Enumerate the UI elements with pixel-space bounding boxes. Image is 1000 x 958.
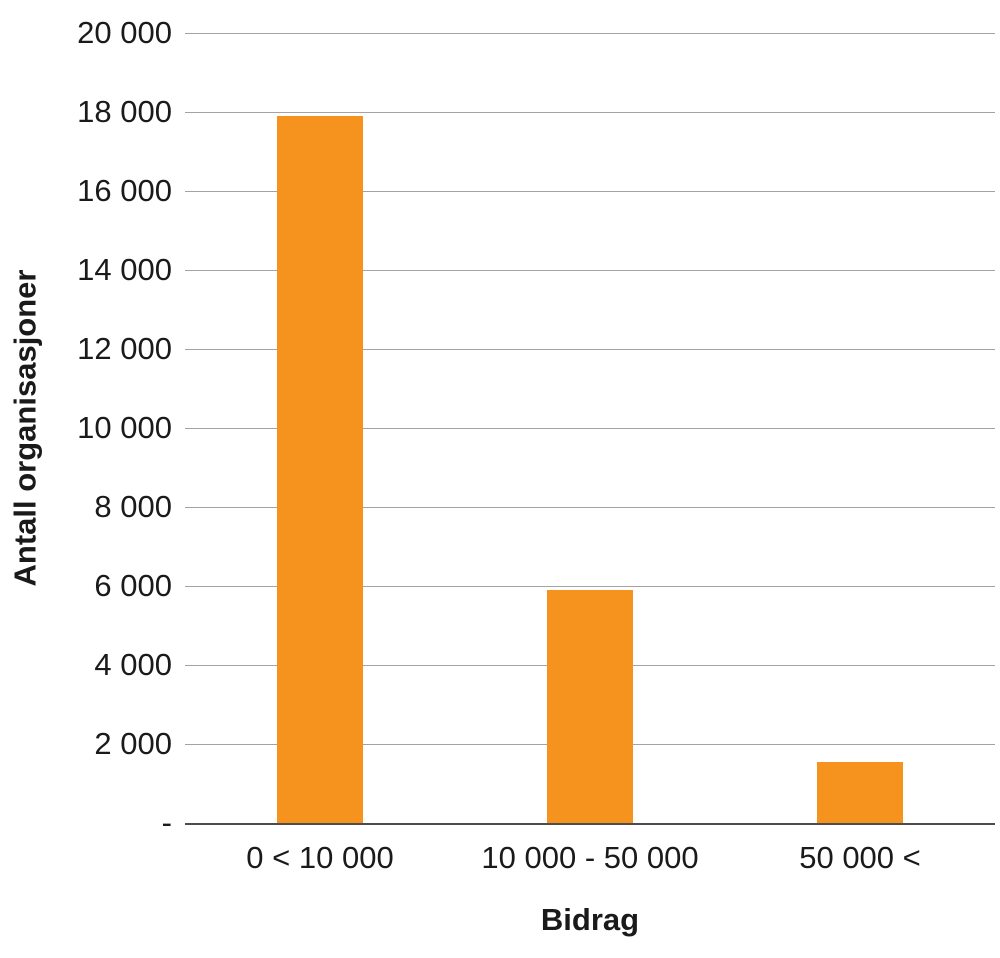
x-axis-tick-labels: 0 < 10 000 10 000 - 50 000 50 000 < [185, 840, 995, 884]
y-tick-label: 18 000 [77, 94, 172, 129]
y-tick-label: - [161, 805, 172, 840]
y-tick-label: 16 000 [77, 173, 172, 208]
x-axis-title: Bidrag [540, 902, 640, 937]
y-tick-label: 14 000 [77, 252, 172, 287]
y-tick-label: 8 000 [94, 489, 172, 524]
bar [547, 589, 633, 823]
x-tick-label: 10 000 - 50 000 [481, 840, 699, 875]
bar [817, 761, 903, 823]
gridline [185, 507, 995, 508]
y-tick-label: 4 000 [94, 647, 172, 682]
gridline [185, 33, 995, 34]
y-tick-label: 12 000 [77, 331, 172, 366]
gridline [185, 428, 995, 429]
y-axis-tick-labels: - 2 000 4 000 6 000 8 000 10 000 12 000 14 000 1… [50, 15, 172, 840]
x-tick-label: 0 < 10 000 [246, 840, 394, 875]
gridline [185, 349, 995, 350]
y-tick-label: 20 000 [77, 15, 172, 50]
y-axis-title: Antall organisasjoner [7, 269, 42, 587]
gridline [185, 112, 995, 113]
x-tick-label: 50 000 < [799, 840, 921, 875]
y-tick-label: 6 000 [94, 568, 172, 603]
y-axis-title-wrap: Antall organisasjoner [2, 33, 48, 823]
plot-area [185, 33, 995, 825]
bar [277, 115, 363, 823]
y-tick-label: 2 000 [94, 726, 172, 761]
gridline [185, 270, 995, 271]
gridline [185, 586, 995, 587]
gridline [185, 191, 995, 192]
y-tick-label: 10 000 [77, 410, 172, 445]
